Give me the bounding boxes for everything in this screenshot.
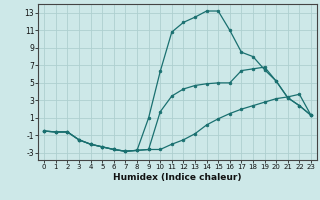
- X-axis label: Humidex (Indice chaleur): Humidex (Indice chaleur): [113, 173, 242, 182]
